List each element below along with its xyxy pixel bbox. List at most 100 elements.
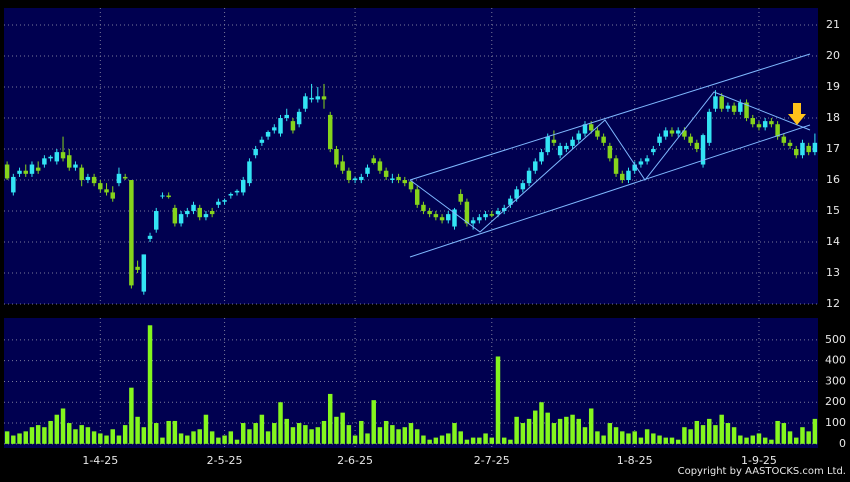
volume-bar (663, 437, 669, 444)
candle-body (48, 156, 53, 159)
volume-bar (222, 435, 227, 444)
volume-bar (707, 418, 712, 444)
y-tick-label: 20 (826, 49, 840, 62)
volume-bar (377, 427, 383, 444)
candle-body (216, 201, 221, 205)
candle-body (427, 211, 432, 215)
candle-body (396, 176, 401, 181)
volume-bar (483, 433, 488, 444)
volume-bar (110, 429, 115, 444)
volume-bar (327, 393, 333, 444)
candle-body (296, 111, 302, 125)
volume-bar (359, 420, 364, 444)
candle-body (564, 145, 569, 150)
volume-bar (464, 439, 470, 444)
candle-body (240, 180, 246, 193)
candle-body (321, 96, 327, 100)
volume-bar (240, 423, 246, 444)
volume-bar (446, 433, 451, 444)
volume-bar (17, 433, 22, 444)
candle-body (700, 135, 706, 165)
volume-bar (700, 425, 706, 444)
copyright: Copyright by AASTOCKS.com Ltd. (678, 466, 846, 477)
volume-bar (209, 431, 215, 444)
volume-bar (501, 437, 507, 444)
y-tick-label: 19 (826, 80, 840, 93)
volume-bar (427, 439, 432, 444)
volume-bar (520, 423, 526, 444)
volume-bar (234, 439, 240, 444)
candle-body (359, 176, 364, 181)
candle-body (116, 173, 122, 184)
candle-body (744, 102, 749, 119)
candle-body (4, 164, 10, 179)
candle-body (750, 118, 755, 125)
volume-bar (626, 433, 631, 444)
volume-bar (421, 435, 426, 444)
candle-body (290, 121, 296, 131)
y-tick-label: 21 (826, 18, 840, 31)
candle-body (551, 139, 557, 143)
volume-bar (265, 431, 271, 444)
volume-bar (135, 416, 140, 444)
candle-body (278, 118, 283, 134)
volume-bar (29, 427, 35, 444)
volume-bar (48, 420, 53, 444)
candle-body (408, 181, 414, 190)
candle-body (582, 124, 588, 134)
volume-bar (408, 423, 414, 444)
candle-body (122, 176, 128, 179)
volume-bar (42, 427, 47, 444)
candle-body (545, 136, 550, 153)
volume-tick-label: 200 (825, 395, 846, 408)
volume-bar (91, 431, 97, 444)
candle-body (669, 130, 675, 134)
volume-bar (632, 431, 637, 444)
volume-bar (794, 437, 799, 444)
x-tick-label: 1-9-25 (741, 454, 777, 467)
candle-body (570, 139, 575, 146)
candle-body (253, 149, 258, 156)
volume-bar (284, 418, 289, 444)
volume-bar (651, 433, 656, 444)
channel-upper (409, 53, 811, 181)
candle-body (284, 114, 289, 119)
candle-body (129, 180, 134, 286)
volume-bar (595, 431, 600, 444)
volume-bar (439, 435, 445, 444)
candle-body (365, 167, 370, 174)
volume-bar (557, 418, 563, 444)
candle-body (725, 105, 731, 109)
candle-body (340, 161, 345, 171)
volume-bar (781, 423, 787, 444)
candle-body (147, 235, 153, 239)
candle-body (309, 97, 314, 100)
candle-body (153, 211, 159, 230)
volume-bar (514, 416, 519, 444)
volume-bar (160, 437, 165, 444)
candle-body (464, 201, 470, 224)
volume-bar (470, 437, 476, 444)
candle-body (601, 136, 606, 143)
candle-body (769, 121, 774, 125)
volume-bar (570, 414, 575, 444)
candle-body (489, 214, 495, 216)
candle-body (377, 161, 383, 171)
candle-body (651, 149, 656, 153)
candle-body (203, 214, 209, 218)
volume-bar (688, 429, 693, 444)
volume-bar (806, 431, 811, 444)
volume-bar (11, 435, 16, 444)
candle-body (352, 178, 358, 181)
candle-body (719, 96, 724, 109)
x-tick-label: 2-5-25 (207, 454, 243, 467)
candle-body (775, 124, 780, 137)
candle-body (620, 173, 625, 181)
y-tick-label: 12 (826, 297, 840, 310)
candle-body (800, 142, 805, 156)
y-tick-label: 17 (826, 142, 840, 155)
volume-tick-label: 300 (825, 374, 846, 387)
candle-body (731, 105, 737, 112)
candle-body (787, 142, 793, 146)
volume-bar (526, 418, 532, 444)
